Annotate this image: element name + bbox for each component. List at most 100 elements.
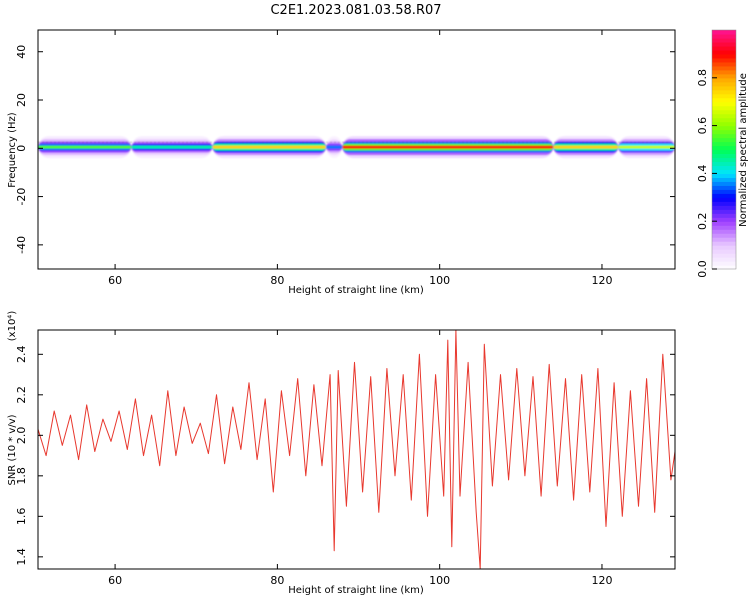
colorbar-strip bbox=[712, 181, 736, 186]
spectrogram-y-ticks: 40 20 0 -20 -40 bbox=[15, 45, 675, 254]
band-segment bbox=[131, 145, 213, 149]
colorbar-strip bbox=[712, 93, 736, 99]
colorbar-strip bbox=[712, 121, 736, 127]
snr-x-ticks: 60 80 100 120 bbox=[108, 330, 612, 587]
colorbar-strip bbox=[712, 173, 736, 178]
colorbar-strip bbox=[712, 221, 736, 226]
snr-x-axis-label: Height of straight line (km) bbox=[288, 585, 424, 596]
snr-series-line bbox=[37, 329, 676, 570]
spectrogram-y-axis-label: Frequency (Hz) bbox=[7, 112, 18, 188]
snr-y-tick-label: 1.8 bbox=[15, 467, 28, 485]
colorbar-strip bbox=[712, 265, 736, 270]
spectrogram-x-tick-label: 120 bbox=[591, 274, 612, 287]
colorbar-label: Normalized spectral amplitude bbox=[738, 73, 749, 227]
snr-x-tick-label: 80 bbox=[270, 574, 284, 587]
spectrogram-x-tick-label: 100 bbox=[429, 274, 450, 287]
colorbar-strip bbox=[712, 81, 736, 87]
colorbar-strip bbox=[712, 261, 736, 266]
colorbar-strip bbox=[712, 69, 736, 75]
colorbar-strip bbox=[712, 225, 736, 230]
colorbar-strip bbox=[712, 97, 736, 103]
spectrogram-x-axis-label: Height of straight line (km) bbox=[288, 285, 424, 296]
spectrogram-y-tick-label: 20 bbox=[15, 93, 28, 107]
band-segment bbox=[553, 145, 619, 149]
colorbar-strip bbox=[712, 129, 736, 135]
colorbar-strip bbox=[712, 89, 736, 95]
spectrogram-x-ticks: 60 80 100 120 bbox=[108, 30, 612, 287]
snr-x-tick-label: 120 bbox=[591, 574, 612, 587]
colorbar-strip bbox=[712, 253, 736, 258]
band-segment bbox=[342, 145, 554, 149]
snr-y-ticks: 1.4 1.6 1.8 2.0 2.2 2.4 bbox=[15, 346, 675, 566]
colorbar-strip bbox=[712, 237, 736, 242]
colorbar-strip bbox=[712, 105, 736, 111]
spectrogram-x-tick-label: 60 bbox=[108, 274, 122, 287]
snr-x-tick-label: 60 bbox=[108, 574, 122, 587]
colorbar-strip bbox=[712, 157, 736, 163]
spectrogram-panel: 60 80 100 120 40 20 0 -20 -40 Height of straigh… bbox=[7, 29, 676, 296]
colorbar-strip bbox=[712, 61, 736, 67]
colorbar-strip bbox=[712, 30, 736, 35]
colorbar-strip bbox=[712, 53, 736, 59]
colorbar-strip bbox=[712, 49, 736, 55]
snr-x-tick-label: 100 bbox=[429, 574, 450, 587]
colorbar-strip bbox=[712, 177, 736, 182]
colorbar-strip bbox=[712, 213, 736, 218]
spectrogram-frame bbox=[37, 29, 676, 270]
colorbar-strip bbox=[712, 193, 736, 198]
colorbar-strip bbox=[712, 41, 736, 47]
colorbar-strip bbox=[712, 153, 736, 159]
colorbar-strip bbox=[712, 141, 736, 147]
snr-y-tick-label: 2.2 bbox=[15, 386, 28, 404]
spectrogram-y-tick-label: 40 bbox=[15, 45, 28, 59]
colorbar-strip bbox=[712, 73, 736, 79]
spectrogram-y-tick-label: -40 bbox=[15, 236, 28, 254]
colorbar-strip bbox=[712, 101, 736, 107]
spectrogram-y-tick-label: 0 bbox=[15, 145, 28, 152]
colorbar-strip bbox=[712, 65, 736, 71]
band-segment bbox=[326, 145, 343, 149]
colorbar-ticks: 0.0 0.2 0.4 0.6 0.8 bbox=[696, 69, 717, 278]
snr-series-group bbox=[37, 329, 676, 570]
colorbar-strip bbox=[712, 233, 736, 238]
colorbar-strip bbox=[712, 37, 736, 43]
band-segment bbox=[212, 145, 327, 149]
band-segment bbox=[38, 145, 132, 149]
colorbar-frame bbox=[711, 29, 737, 270]
snr-y-tick-label: 2.0 bbox=[15, 427, 28, 445]
colorbar-strip bbox=[712, 241, 736, 246]
colorbar-strip bbox=[712, 249, 736, 254]
colorbar-tick-label: 0.2 bbox=[696, 212, 709, 230]
colorbar-gradient bbox=[712, 30, 736, 270]
colorbar-strip bbox=[712, 45, 736, 51]
snr-plot-area bbox=[38, 330, 675, 569]
colorbar-strip bbox=[712, 165, 736, 171]
colorbar-strip bbox=[712, 169, 736, 174]
snr-y-unit-label: (x10⁴) bbox=[7, 311, 18, 342]
colorbar-tick-label: 0.0 bbox=[696, 260, 709, 278]
colorbar-strip bbox=[712, 113, 736, 119]
colorbar-strip bbox=[712, 209, 736, 214]
colorbar-strip bbox=[712, 189, 736, 194]
snr-y-tick-label: 2.4 bbox=[15, 346, 28, 364]
colorbar-strip bbox=[712, 125, 736, 131]
colorbar-strip bbox=[712, 85, 736, 91]
colorbar-strip bbox=[712, 197, 736, 202]
colorbar-strip bbox=[712, 257, 736, 262]
colorbar-strip bbox=[712, 229, 736, 234]
colorbar-strip bbox=[712, 57, 736, 63]
snr-y-tick-label: 1.4 bbox=[15, 548, 28, 566]
colorbar-strip bbox=[712, 201, 736, 206]
colorbar-strip bbox=[712, 149, 736, 155]
colorbar-strip bbox=[712, 109, 736, 115]
colorbar-tick-label: 0.4 bbox=[696, 165, 709, 183]
colorbar-strip bbox=[712, 205, 736, 210]
band-segment bbox=[618, 145, 675, 149]
colorbar-strip bbox=[712, 217, 736, 222]
snr-y-tick-label: 1.6 bbox=[15, 508, 28, 526]
colorbar-strip bbox=[712, 77, 736, 83]
snr-panel: 60 80 100 120 1.4 1.6 1.8 2.0 2.2 2.4 Height of … bbox=[7, 311, 676, 596]
colorbar-strip bbox=[712, 33, 736, 39]
colorbar-strip bbox=[712, 245, 736, 250]
